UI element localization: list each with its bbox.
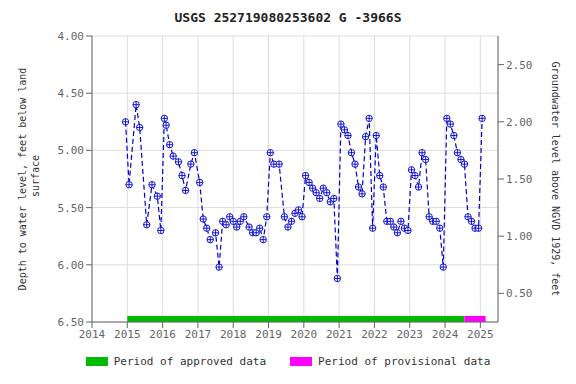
svg-text:6.50: 6.50	[58, 316, 85, 329]
svg-text:2025: 2025	[467, 328, 494, 341]
svg-text:1.50: 1.50	[506, 173, 533, 186]
svg-text:2018: 2018	[220, 328, 247, 341]
svg-text:Depth to water level, feet bel: Depth to water level, feet below land su…	[17, 68, 41, 291]
svg-text:2.00: 2.00	[506, 116, 533, 129]
svg-text:2022: 2022	[361, 328, 388, 341]
svg-text:Groundwater level above NGVD 1: Groundwater level above NGVD 1929, feet	[550, 62, 561, 297]
svg-text:2014: 2014	[79, 328, 106, 341]
svg-text:4.00: 4.00	[58, 30, 85, 43]
svg-text:0.50: 0.50	[506, 287, 533, 300]
svg-text:2017: 2017	[185, 328, 212, 341]
svg-text:2015: 2015	[114, 328, 141, 341]
svg-text:2021: 2021	[326, 328, 353, 341]
svg-text:4.50: 4.50	[58, 87, 85, 100]
svg-text:6.00: 6.00	[58, 259, 85, 272]
svg-text:2020: 2020	[291, 328, 318, 341]
svg-text:2.50: 2.50	[506, 59, 533, 72]
html-text:Period of approved data: Period of approved data	[113, 354, 267, 368]
svg-text:2016: 2016	[149, 328, 176, 341]
html-text:Period of provisional data: Period of provisional data	[318, 354, 491, 368]
svg-text:5.50: 5.50	[58, 202, 85, 215]
svg-text:2023: 2023	[396, 328, 423, 341]
svg-text:2024: 2024	[432, 328, 459, 341]
svg-text:1.00: 1.00	[506, 230, 533, 243]
svg-text:5.00: 5.00	[58, 144, 85, 157]
svg-text:2019: 2019	[255, 328, 282, 341]
html-text:USGS 252719080253602 G -3966S: USGS 252719080253602 G -3966S	[174, 10, 402, 25]
